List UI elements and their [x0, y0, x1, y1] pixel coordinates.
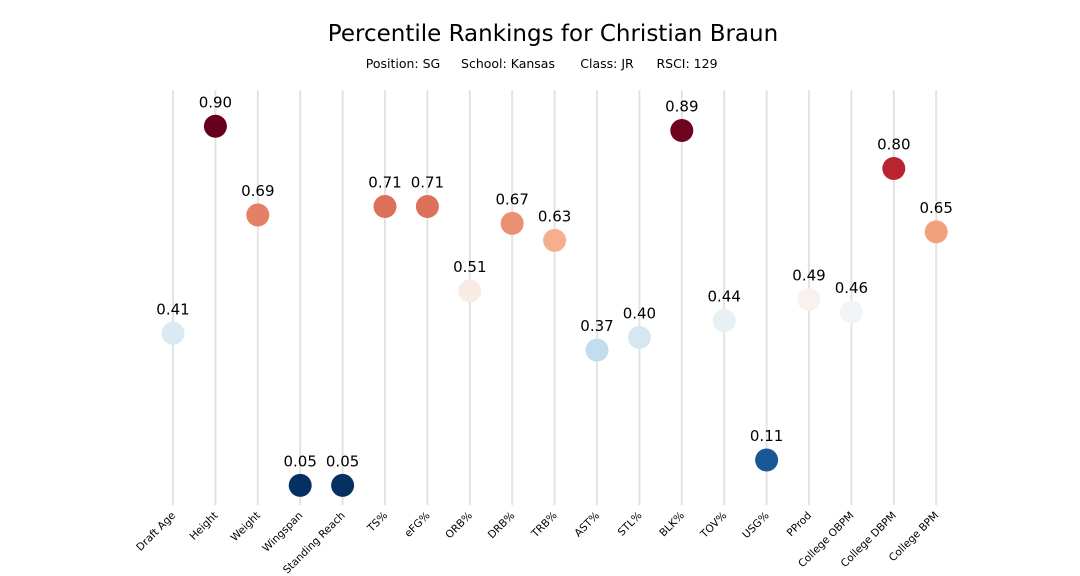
value-label-standing-reach: 0.05: [326, 452, 359, 470]
value-label-orb-pct: 0.51: [453, 258, 486, 276]
tick-label-ast-pct: AST%: [572, 510, 602, 540]
subtitle-school: School: Kansas: [461, 56, 555, 71]
point-trb-pct: [543, 228, 567, 252]
value-label-draft-age: 0.41: [156, 300, 189, 318]
markers: [161, 114, 948, 497]
point-height: [203, 114, 227, 138]
value-label-drb-pct: 0.67: [495, 190, 528, 208]
point-efg-pct: [415, 195, 439, 219]
value-label-weight: 0.69: [241, 182, 274, 200]
point-college-obpm: [839, 300, 863, 324]
value-label-wingspan: 0.05: [283, 452, 316, 470]
tick-label-usg-pct: USG%: [740, 510, 771, 541]
point-drb-pct: [500, 211, 524, 235]
point-ast-pct: [585, 338, 609, 362]
tick-label-draft-age: Draft Age: [134, 510, 178, 554]
tick-label-trb-pct: TRB%: [529, 510, 560, 541]
subtitle-class: Class: JR: [580, 56, 634, 71]
point-draft-age: [161, 321, 185, 345]
tick-label-stl-pct: STL%: [616, 510, 645, 539]
point-ts-pct: [373, 195, 397, 219]
tick-label-blk-pct: BLK%: [657, 510, 687, 540]
point-standing-reach: [331, 473, 355, 497]
value-label-trb-pct: 0.63: [538, 207, 571, 225]
value-label-tov-pct: 0.44: [707, 288, 740, 306]
value-labels: 0.41 0.90 0.69 0.05 0.05 0.71 0.71 0.51 0.67 0.63…: [156, 93, 953, 470]
point-wingspan: [288, 473, 312, 497]
point-college-dbpm: [882, 157, 906, 180]
value-label-ts-pct: 0.71: [368, 174, 401, 192]
tick-label-ts-pct: TS%: [365, 510, 391, 536]
value-label-usg-pct: 0.11: [750, 427, 783, 445]
tick-label-pprod: PProd: [785, 510, 814, 539]
tick-label-tov-pct: TOV%: [698, 510, 730, 542]
subtitle-rsci: RSCI: 129: [656, 56, 717, 71]
point-tov-pct: [712, 309, 736, 333]
point-usg-pct: [755, 448, 779, 472]
subtitle-position: Position: SG: [366, 56, 440, 71]
chart-title: Percentile Rankings for Christian Braun: [328, 21, 778, 47]
tick-label-drb-pct: DRB%: [486, 510, 518, 542]
tick-label-wingspan: Wingspan: [260, 510, 305, 555]
value-label-efg-pct: 0.71: [411, 174, 444, 192]
value-label-blk-pct: 0.89: [665, 97, 698, 115]
point-stl-pct: [627, 326, 651, 349]
point-orb-pct: [458, 279, 482, 303]
point-weight: [246, 203, 270, 227]
value-label-height: 0.90: [199, 93, 232, 111]
value-label-stl-pct: 0.40: [623, 305, 656, 323]
point-blk-pct: [670, 118, 694, 142]
value-label-college-bpm: 0.65: [919, 199, 952, 217]
value-label-pprod: 0.49: [792, 266, 825, 284]
tick-label-weight: Weight: [229, 510, 263, 544]
gridlines: [172, 90, 938, 505]
tick-label-orb-pct: ORB%: [443, 510, 475, 542]
value-label-college-dbpm: 0.80: [877, 136, 910, 154]
point-pprod: [797, 287, 821, 311]
tick-label-height: Height: [187, 510, 220, 543]
chart-subtitle: Position: SG School: Kansas Class: JR RS…: [366, 56, 718, 71]
value-label-college-obpm: 0.46: [835, 279, 868, 297]
value-label-ast-pct: 0.37: [580, 317, 613, 335]
point-college-bpm: [924, 220, 948, 244]
tick-label-efg-pct: eFG%: [402, 510, 432, 540]
